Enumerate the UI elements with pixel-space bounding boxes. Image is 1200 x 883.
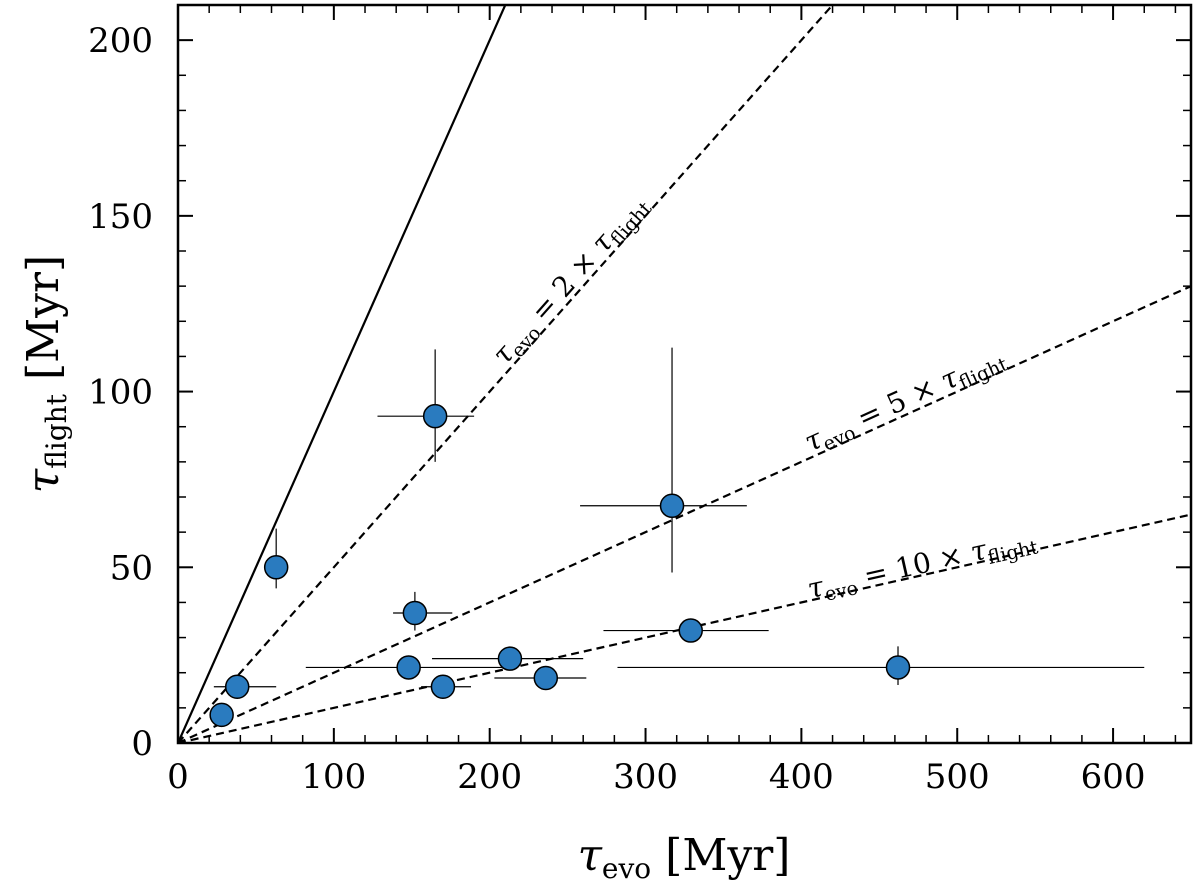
y-tick-label: 200	[88, 21, 153, 61]
x-tick-label: 0	[167, 757, 189, 797]
plot-frame	[176, 3, 1193, 745]
data-marker	[678, 618, 703, 643]
data-point	[432, 646, 584, 671]
data-point	[603, 618, 769, 643]
data-point	[393, 591, 453, 631]
data-point	[213, 674, 277, 700]
reference-line-2x	[178, 5, 835, 743]
y-tick-label: 100	[88, 373, 153, 413]
reference-line-label-10x: τevo = 10 × τflight	[804, 522, 1040, 610]
x-tick-label: 200	[457, 757, 522, 797]
data-point	[377, 349, 475, 462]
x-tick-label: 500	[925, 757, 990, 797]
data-point	[580, 347, 747, 573]
data-point	[494, 665, 587, 691]
data-marker	[533, 665, 559, 691]
data-marker	[209, 702, 234, 728]
x-tick-label: 400	[769, 757, 834, 797]
reference-line-10x	[178, 513, 1191, 743]
y-tick-label: 50	[110, 548, 153, 588]
reference-line-5x	[178, 285, 1191, 743]
data-point	[263, 528, 289, 589]
data-marker	[422, 403, 448, 429]
reference-line-1x	[178, 5, 507, 743]
data-marker	[430, 674, 456, 700]
data-marker	[263, 555, 289, 580]
x-axis-title: τevo [Myr]	[578, 830, 791, 883]
data-point	[209, 702, 234, 728]
reference-line-label-2x: τevo = 2 × τflight	[486, 188, 657, 374]
data-marker	[402, 600, 428, 626]
data-point	[421, 674, 471, 700]
x-tick-label: 100	[301, 757, 366, 797]
data-point	[305, 655, 518, 680]
data-marker	[659, 493, 685, 519]
x-tick-label: 600	[1081, 757, 1146, 797]
reference-line-label-5x: τevo = 5 × τflight	[799, 340, 1011, 462]
data-marker	[497, 646, 523, 671]
y-axis-title: τflight[Myr]	[18, 255, 73, 493]
x-tick-label: 300	[613, 757, 678, 797]
data-point	[617, 646, 1145, 686]
y-tick-label: 0	[131, 724, 153, 764]
data-marker	[396, 655, 421, 680]
data-marker	[885, 655, 911, 680]
data-marker	[224, 674, 250, 700]
y-tick-label: 150	[88, 197, 153, 237]
